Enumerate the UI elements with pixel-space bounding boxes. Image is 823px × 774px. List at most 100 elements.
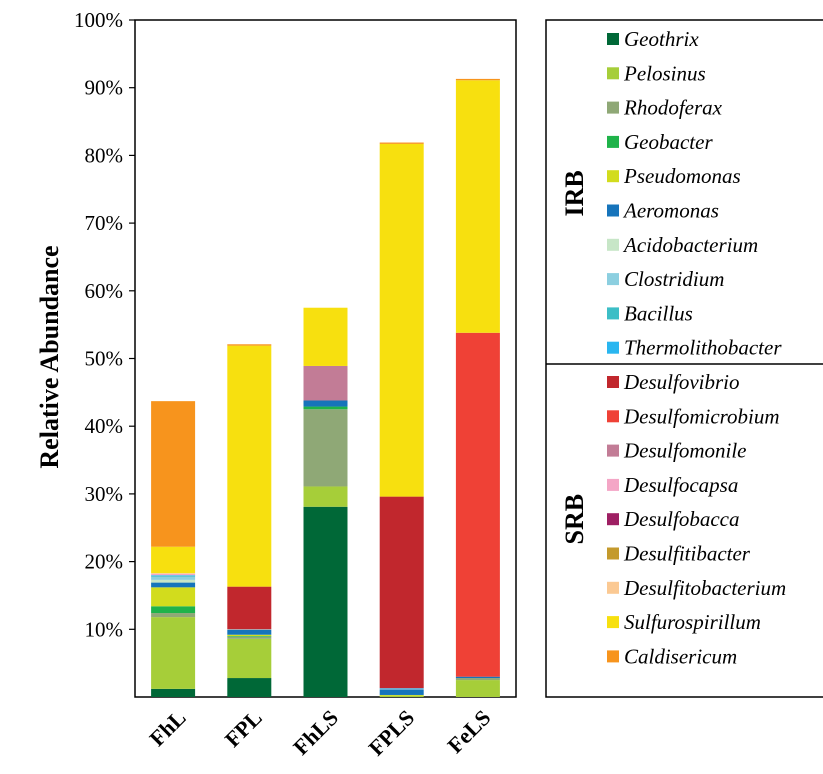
legend-label-acidobacterium: Acidobacterium	[622, 233, 758, 257]
x-axis-categories: FhL FPL FhLS FPLS FeLS	[144, 705, 495, 761]
y-tick-label: 20%	[85, 550, 124, 574]
bar-segment-fhl-sulfurospirillum	[151, 546, 196, 574]
bar-segment-fhls-geothrix	[303, 506, 348, 697]
bar-segment-fhl-pseudomonas	[151, 587, 196, 607]
bar-segment-fels-caldisericum	[455, 78, 500, 81]
legend-label-aeromonas: Aeromonas	[622, 199, 719, 223]
bar-segment-fhl-thermolithobacter	[151, 575, 196, 576]
y-tick-label: 90%	[85, 76, 124, 100]
bar-segment-fhl-desulfocapsa	[151, 573, 196, 576]
bar-segment-fhls-geobacter	[303, 406, 348, 410]
legend-group-irb: IRB	[560, 170, 589, 216]
x-category-label: FhL	[144, 705, 190, 751]
y-axis-ticks: 10% 20% 30% 40% 50% 60% 70% 80% 90% 100%	[74, 8, 135, 641]
bar-segment-fels-rhodoferax	[455, 678, 500, 681]
y-axis-label: Relative Abundance	[35, 245, 64, 468]
legend-swatch-aeromonas	[607, 204, 619, 217]
legend-swatch-rhodoferax	[607, 101, 619, 114]
bar-segment-fhl-pelosinus	[151, 617, 196, 689]
y-tick-label: 60%	[85, 279, 124, 303]
bar-segment-fhl-clostridium	[151, 576, 196, 580]
bar-segment-fpls-thermolithobacter	[379, 688, 424, 689]
legend-label-desulfocapsa: Desulfocapsa	[623, 473, 738, 497]
y-tick-label: 10%	[85, 617, 124, 641]
bar-segment-fpls-pelosinus	[379, 695, 424, 697]
legend-swatch-clostridium	[607, 273, 619, 286]
legend-swatch-desulfomonile	[607, 444, 619, 457]
legend-label-desulfitibacter: Desulfitibacter	[623, 542, 751, 566]
bar-segment-fpls-clostridium	[379, 688, 424, 690]
legend-label-desulfomonile: Desulfomonile	[623, 439, 746, 463]
bar-segment-fels-pelosinus	[455, 680, 500, 697]
legend-swatch-desulfomicrobium	[607, 410, 619, 423]
bar-segment-fhl-desulfitobacterium	[151, 573, 196, 574]
legend-swatch-acidobacterium	[607, 238, 619, 251]
bar-segment-fpls-caldisericum	[379, 142, 424, 144]
bar-segment-fpls-aeromonas	[379, 689, 424, 695]
bar-segment-fpl-pseudomonas	[227, 634, 272, 637]
bar-segment-fhl-aeromonas	[151, 582, 196, 588]
y-tick-label: 50%	[85, 347, 124, 371]
bar-segment-fels-aeromonas	[455, 676, 500, 679]
legend-swatch-caldisericum	[607, 650, 619, 663]
legend: Geothrix Pelosinus Rhodoferax Geobacter Pseu…	[545, 19, 823, 698]
legend-label-pelosinus: Pelosinus	[623, 61, 706, 85]
bar-segment-fhl-geobacter	[151, 606, 196, 614]
y-tick-label: 70%	[85, 211, 124, 235]
legend-swatch-desulfocapsa	[607, 478, 619, 491]
y-tick-label: 100%	[74, 8, 123, 32]
legend-swatch-desulfobacca	[607, 513, 619, 526]
bar-segment-fpl-sulfurospirillum	[227, 345, 272, 587]
bar-segment-fhl-caldisericum	[151, 401, 196, 547]
legend-swatch-desulfovibrio	[607, 376, 619, 388]
legend-label-desulfomicrobium: Desulfomicrobium	[623, 404, 780, 428]
x-category-label: FeLS	[442, 705, 495, 758]
x-category-label: FPL	[220, 705, 267, 752]
legend-label-sulfurospirillum: Sulfurospirillum	[624, 610, 761, 634]
bar-segment-fpl-geothrix	[227, 678, 272, 697]
legend-swatch-geothrix	[607, 33, 619, 45]
legend-label-clostridium: Clostridium	[624, 267, 724, 291]
bar-segment-fels-sulfurospirillum	[455, 80, 500, 333]
legend-label-desulfovibrio: Desulfovibrio	[623, 370, 740, 394]
bar-segment-fhls-pelosinus	[303, 486, 348, 507]
legend-label-geothrix: Geothrix	[624, 27, 699, 51]
legend-label-pseudomonas: Pseudomonas	[623, 164, 741, 188]
legend-swatch-sulfurospirillum	[607, 616, 619, 629]
bar-segment-fhl-geothrix	[151, 688, 196, 697]
legend-swatch-bacillus	[607, 307, 619, 320]
legend-swatch-desulfitobacterium	[607, 581, 619, 594]
bar-segment-fpl-geobacter	[227, 636, 272, 637]
bar-segment-fels-desulfomicrobium	[455, 332, 500, 677]
bar-segment-fpl-pelosinus	[227, 638, 272, 679]
legend-label-thermolithobacter: Thermolithobacter	[624, 336, 782, 360]
legend-label-caldisericum: Caldisericum	[624, 644, 737, 668]
bar-segment-fpls-pseudomonas	[379, 694, 424, 696]
legend-label-desulfitobacterium: Desulfitobacterium	[623, 576, 786, 600]
bar-segment-fpl-caldisericum	[227, 344, 272, 346]
x-category-label: FhLS	[288, 705, 343, 760]
bar-segment-fhl-bacillus	[151, 575, 196, 577]
legend-label-geobacter: Geobacter	[624, 130, 713, 154]
legend-label-bacillus: Bacillus	[624, 301, 693, 325]
bar-segment-fhls-rhodoferax	[303, 409, 348, 487]
bar-segment-fhl-acidobacterium	[151, 579, 196, 583]
legend-frame	[545, 19, 823, 698]
legend-swatch-geobacter	[607, 135, 619, 148]
bar-segment-fhl-rhodoferax	[151, 613, 196, 618]
legend-swatch-desulfitibacter	[607, 547, 619, 560]
bar-segment-fhls-desulfomonile	[303, 365, 348, 401]
legend-label-rhodoferax: Rhodoferax	[623, 96, 723, 120]
bar-segment-fhls-aeromonas	[303, 400, 348, 407]
y-tick-label: 30%	[85, 482, 124, 506]
bar-segment-fpl-clostridium	[227, 629, 272, 630]
bar-segment-fpls-desulfovibrio	[379, 496, 424, 689]
plot-area	[134, 19, 517, 698]
bar-segment-fpl-desulfovibrio	[227, 586, 272, 630]
y-tick-label: 80%	[85, 143, 124, 167]
legend-group-srb: SRB	[560, 494, 589, 545]
bar-segment-fpl-rhodoferax	[227, 636, 272, 639]
bar-segment-fpl-aeromonas	[227, 629, 272, 635]
bar-segment-fhls-sulfurospirillum	[303, 307, 348, 366]
